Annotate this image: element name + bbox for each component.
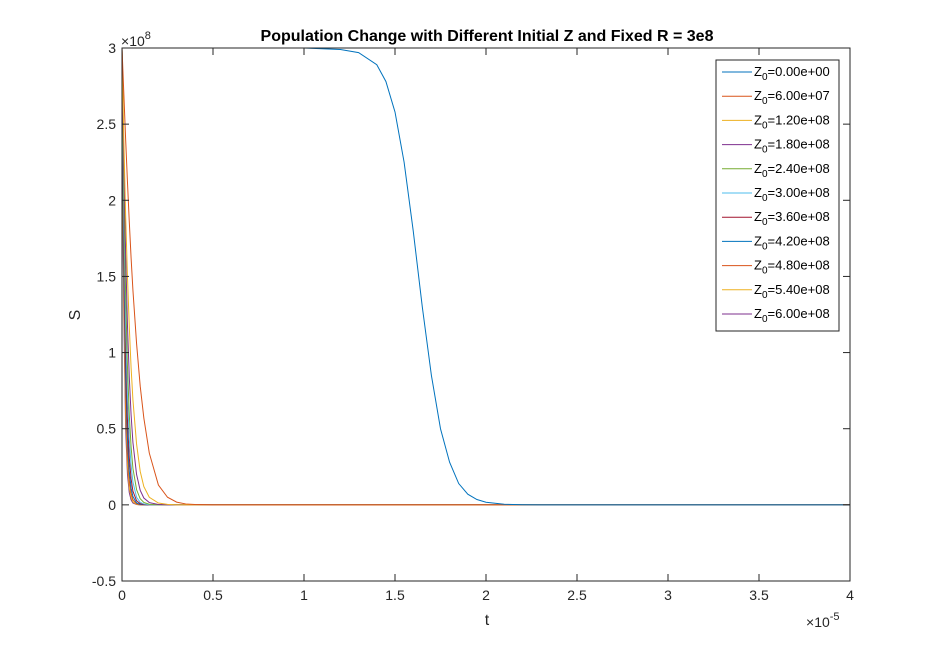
y-tick-label: 0	[108, 497, 116, 513]
legend-entry-label: Z0=4.80e+08	[754, 258, 830, 277]
x-tick-label: 2.5	[567, 587, 587, 603]
x-axis: 0 0.5 1 1.5 2 2.5 3 3.5 4	[118, 48, 854, 603]
x-tick-label: 0.5	[203, 587, 223, 603]
y-tick-label: 3	[108, 40, 116, 56]
legend-entry-label: Z0=4.20e+08	[754, 233, 830, 252]
series-line-1	[121, 47, 850, 506]
y-exponent-times: ×	[121, 33, 129, 49]
legend-entry-label: Z0=0.00e+00	[754, 64, 830, 83]
x-tick-label: 1.5	[385, 587, 405, 603]
x-axis-label: t	[485, 612, 490, 629]
y-exponent-base: 10	[129, 33, 145, 49]
y-tick-label: 1	[108, 345, 116, 361]
x-tick-label: 3.5	[749, 587, 769, 603]
x-tick-label: 2	[482, 587, 490, 603]
y-axis: -0.5 0 0.5 1 1.5 2 2.5 3	[92, 40, 850, 589]
legend: Z0=0.00e+00 Z0=6.00e+07 Z0=1.20e+08 Z0=1.80…	[715, 59, 840, 332]
legend-entry-label: Z0=2.40e+08	[754, 161, 830, 180]
x-exponent-base: 10	[814, 614, 830, 630]
legend-entry-label: Z0=3.00e+08	[754, 185, 830, 204]
y-tick-label: 2	[108, 192, 116, 208]
chart-title: Population Change with Different Initial…	[261, 28, 714, 45]
legend-box	[715, 59, 840, 332]
legend-entry-label: Z0=1.20e+08	[754, 112, 830, 131]
x-tick-label: 3	[664, 587, 672, 603]
y-tick-label: 1.5	[97, 268, 117, 284]
plot-lines	[121, 47, 850, 506]
legend-entry-label: Z0=6.00e+07	[754, 88, 830, 107]
y-tick-label: -0.5	[92, 573, 116, 589]
legend-entry-label: Z0=6.00e+08	[754, 306, 830, 325]
x-tick-label: 4	[846, 587, 854, 603]
x-axis-exponent: ×10-5	[806, 611, 840, 630]
x-tick-label: 1	[300, 587, 308, 603]
x-exponent-times: ×	[806, 614, 814, 630]
y-axis-exponent: ×108	[121, 30, 151, 49]
y-tick-label: 0.5	[97, 421, 117, 437]
legend-entry-label: Z0=1.80e+08	[754, 137, 830, 156]
y-tick-label: 2.5	[97, 116, 117, 132]
x-tick-label: 0	[118, 587, 126, 603]
y-exponent-power: 8	[145, 30, 151, 42]
legend-entry-label: Z0=3.60e+08	[754, 209, 830, 228]
x-exponent-power: -5	[830, 611, 840, 623]
legend-entry-label: Z0=5.40e+08	[754, 282, 830, 301]
y-axis-label: S	[67, 310, 84, 321]
